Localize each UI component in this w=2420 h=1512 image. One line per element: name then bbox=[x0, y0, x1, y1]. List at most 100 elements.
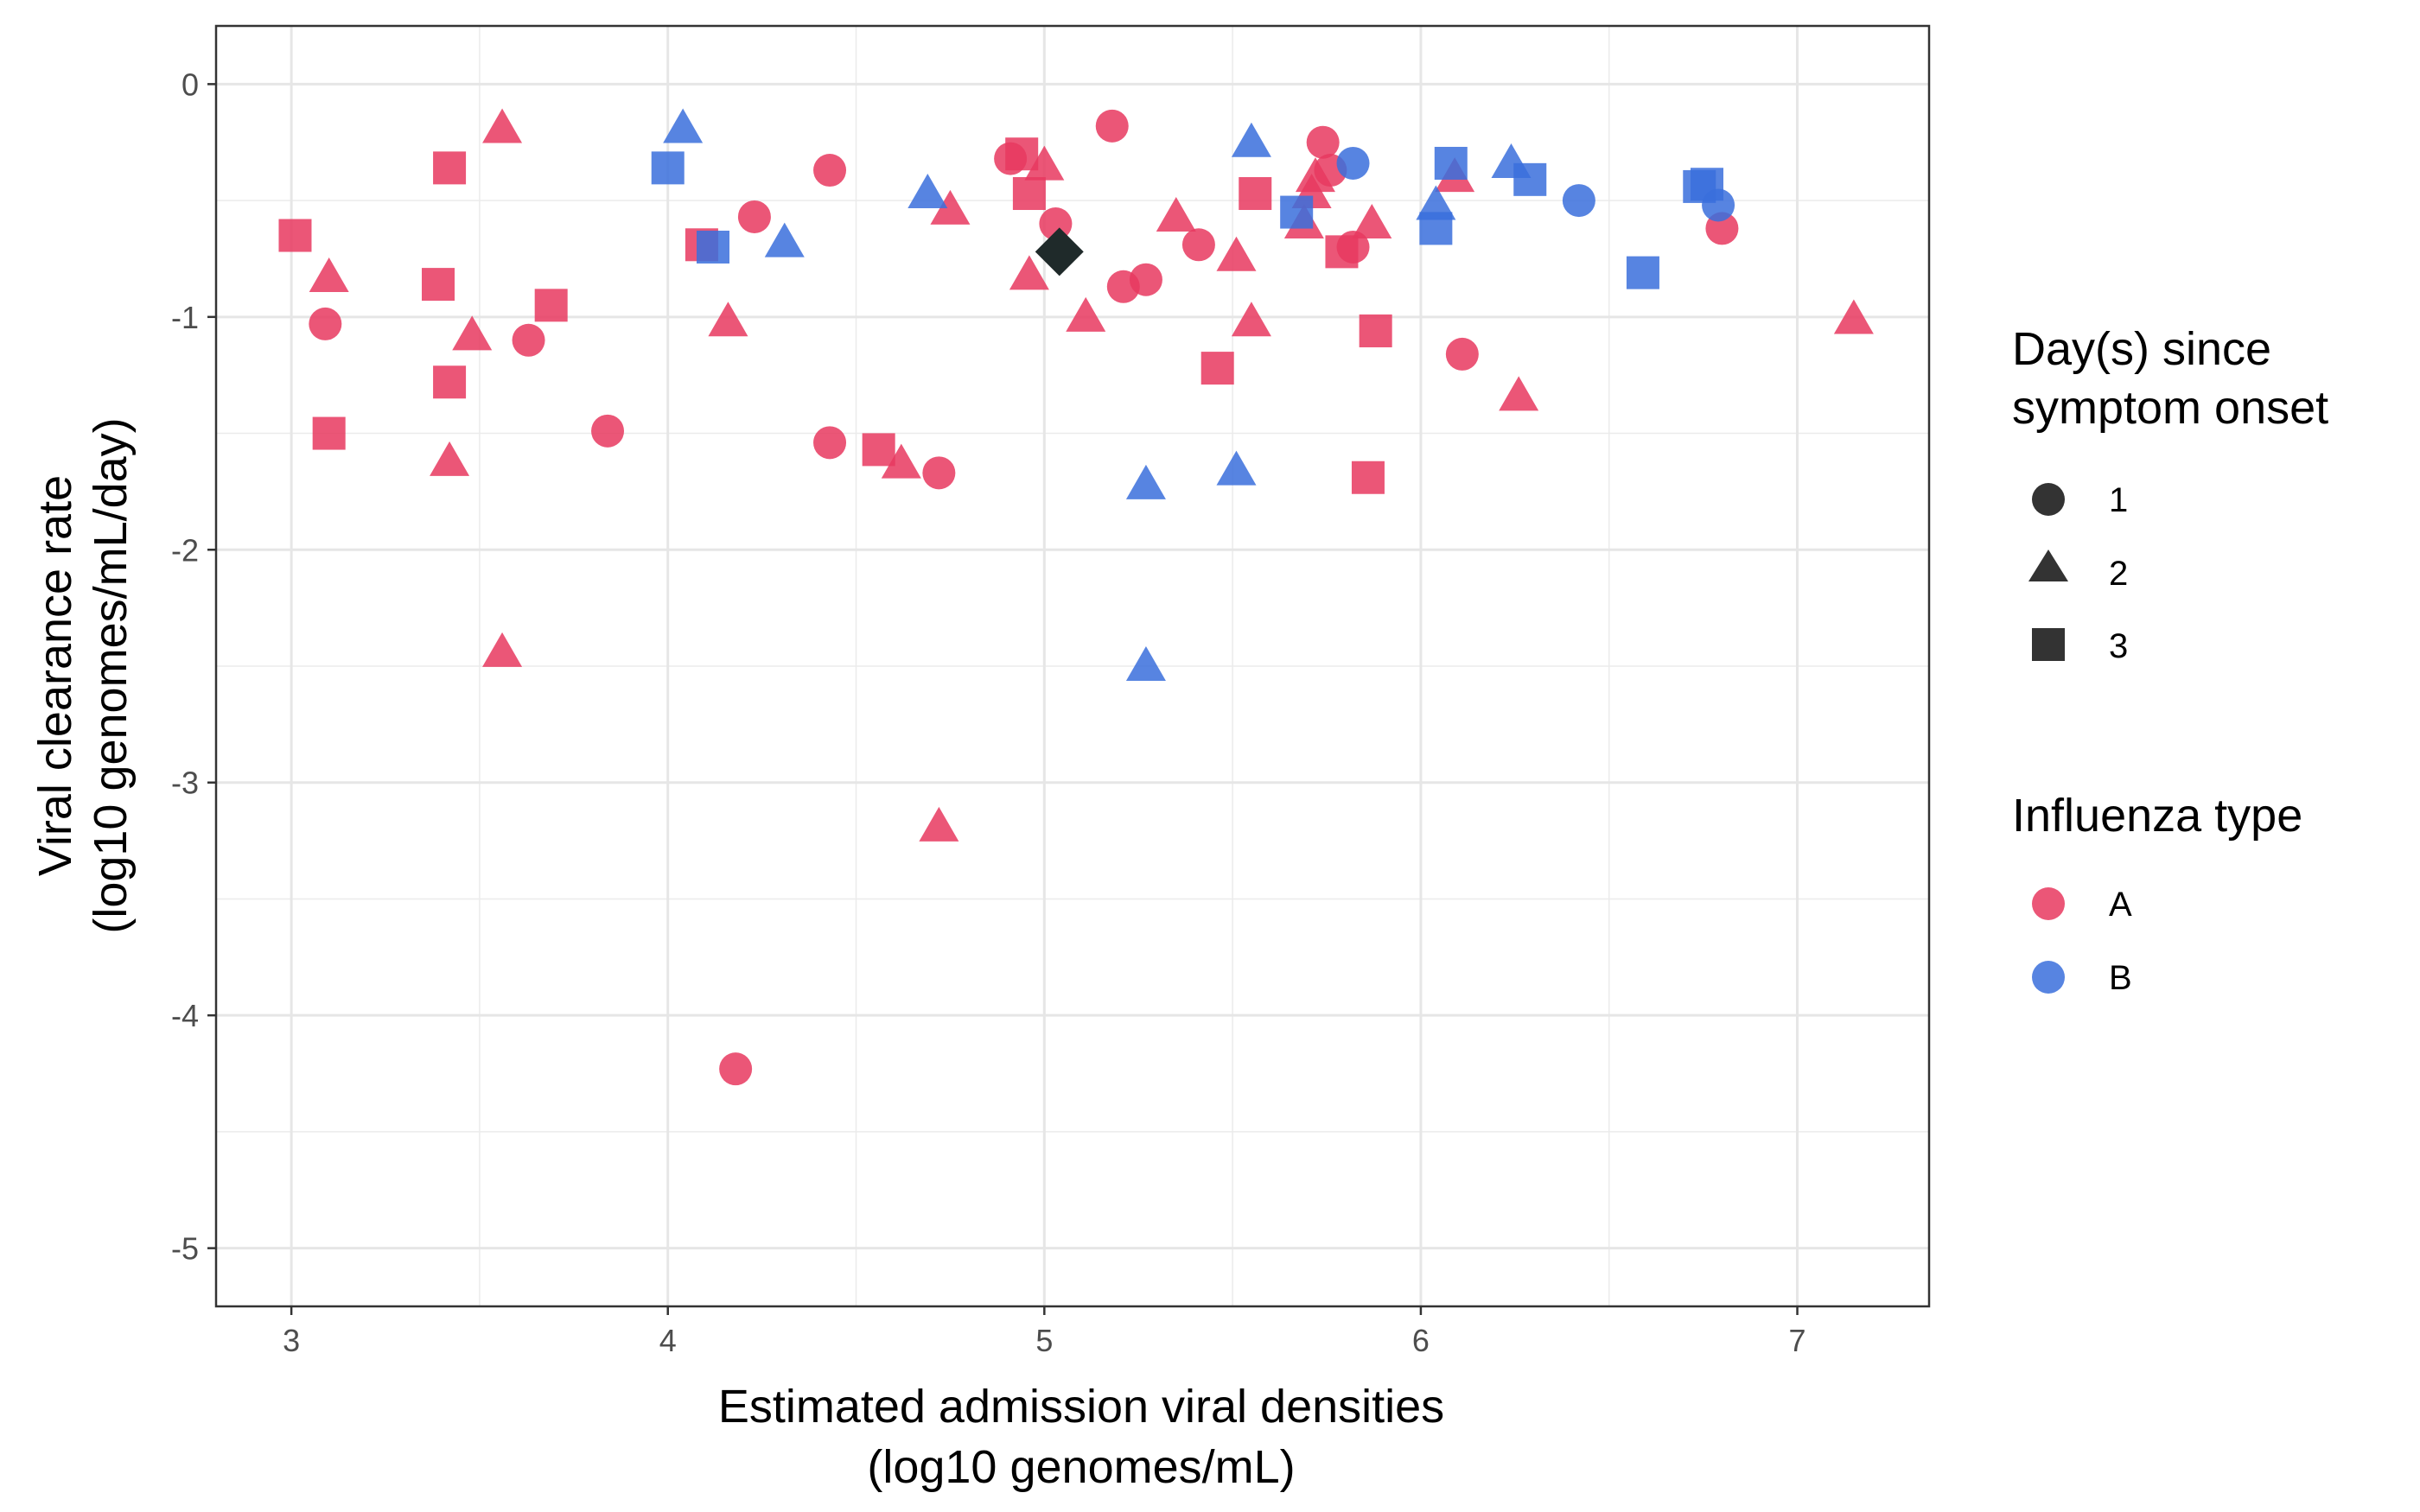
y-tick-label: -2 bbox=[171, 532, 199, 568]
data-point-circle-type-a bbox=[1445, 337, 1479, 371]
data-point-triangle-type-a bbox=[482, 108, 523, 143]
y-tick-label: -3 bbox=[171, 766, 199, 801]
data-point-square-type-b bbox=[696, 230, 729, 264]
data-point-triangle-type-b bbox=[1125, 464, 1166, 499]
data-point-square-type-b bbox=[1513, 162, 1547, 196]
y-tick-label: -4 bbox=[171, 998, 199, 1033]
data-point-square-type-a bbox=[1239, 177, 1272, 211]
shape-legend-label-1: 1 bbox=[2109, 481, 2128, 519]
y-tick-label: -5 bbox=[171, 1231, 199, 1267]
data-point-square-type-a bbox=[312, 416, 346, 450]
data-point-triangle-type-b bbox=[764, 222, 805, 257]
data-point-square-type-a bbox=[1351, 461, 1385, 494]
data-point-circle-type-b bbox=[1336, 146, 1370, 180]
data-point-triangle-type-b bbox=[1416, 185, 1456, 220]
y-axis-title-line1: Viral clearance rate bbox=[29, 475, 81, 876]
x-tick-label: 6 bbox=[1412, 1323, 1430, 1358]
data-point-triangle-type-b bbox=[663, 108, 704, 143]
data-point-triangle-type-a bbox=[482, 632, 523, 667]
x-tick-label: 4 bbox=[659, 1323, 677, 1358]
data-points bbox=[278, 108, 1874, 1086]
data-point-circle-type-a bbox=[737, 200, 771, 233]
data-point-square-type-b bbox=[1434, 146, 1468, 180]
data-point-circle-type-a bbox=[1181, 228, 1215, 262]
data-point-triangle-type-a bbox=[1156, 196, 1196, 232]
data-point-triangle-type-a bbox=[708, 302, 748, 337]
data-point-triangle-type-b bbox=[1125, 646, 1166, 681]
major-gridlines bbox=[216, 26, 1929, 1306]
shape-legend: Day(s) since symptom onset 1 2 3 bbox=[2012, 323, 2328, 665]
y-axis-ticks: 0 -1 -2 -3 -4 -5 bbox=[171, 67, 216, 1267]
data-point-triangle-type-b bbox=[908, 174, 948, 209]
data-point-triangle-type-a bbox=[1231, 302, 1271, 337]
y-axis-title: Viral clearance rate (log10 genomes/mL/d… bbox=[29, 417, 137, 933]
data-point-square-type-b bbox=[1690, 168, 1723, 201]
data-point-square-type-a bbox=[278, 219, 312, 252]
data-point-triangle-type-a bbox=[881, 443, 921, 479]
data-point-triangle-type-a bbox=[452, 315, 493, 351]
data-point-circle-type-a bbox=[922, 456, 956, 490]
data-point-triangle-type-a bbox=[430, 441, 470, 476]
data-point-circle-type-a bbox=[813, 154, 847, 187]
data-point-square-type-b bbox=[1280, 195, 1314, 229]
data-point-triangle-type-a bbox=[309, 257, 349, 293]
shape-legend-label-3: 3 bbox=[2109, 627, 2128, 665]
data-point-square-type-a bbox=[1359, 314, 1392, 347]
data-point-triangle-type-a bbox=[1499, 376, 1539, 411]
color-legend-label-b: B bbox=[2109, 959, 2132, 997]
data-point-square-type-b bbox=[651, 151, 685, 185]
data-point-triangle-type-a bbox=[930, 189, 971, 225]
data-point-triangle-type-a bbox=[1833, 299, 1874, 334]
data-point-triangle-type-a bbox=[919, 806, 959, 842]
data-point-triangle-type-a bbox=[1216, 236, 1257, 271]
x-axis-ticks: 3 4 5 6 7 bbox=[283, 1306, 1806, 1358]
data-point-square-type-a bbox=[1325, 235, 1359, 269]
x-tick-label: 7 bbox=[1789, 1323, 1806, 1358]
data-point-circle-type-a bbox=[719, 1052, 753, 1086]
legend-color-swatch-b bbox=[2032, 961, 2065, 994]
data-point-square-type-a bbox=[1005, 137, 1039, 171]
x-tick-label: 3 bbox=[283, 1323, 300, 1358]
data-point-square-type-a bbox=[433, 365, 467, 399]
data-point-circle-type-b bbox=[1562, 184, 1595, 218]
x-tick-label: 5 bbox=[1035, 1323, 1053, 1358]
plot-panel-border bbox=[214, 24, 1931, 1308]
color-legend-title: Influenza type bbox=[2012, 790, 2302, 842]
shape-legend-title-line1: Day(s) since bbox=[2012, 323, 2271, 375]
data-point-triangle-type-a bbox=[1009, 255, 1049, 290]
data-point-circle-type-a bbox=[591, 414, 625, 448]
data-point-triangle-type-b bbox=[1216, 450, 1257, 486]
shape-legend-title-line2: symptom onset bbox=[2012, 382, 2328, 434]
data-point-circle-type-a bbox=[512, 323, 545, 357]
data-point-triangle-type-a bbox=[1066, 296, 1106, 332]
data-point-square-type-b bbox=[1626, 256, 1659, 289]
color-legend: Influenza type A B bbox=[2012, 790, 2302, 997]
data-point-circle-type-a bbox=[813, 426, 847, 460]
data-point-square-type-a bbox=[862, 433, 895, 467]
data-point-triangle-type-a bbox=[1352, 204, 1392, 239]
data-point-circle-type-a bbox=[309, 307, 342, 340]
data-point-square-type-a bbox=[534, 289, 568, 322]
data-point-square-type-b bbox=[1419, 212, 1453, 245]
data-point-circle-type-a bbox=[1306, 125, 1340, 159]
data-point-triangle-type-a bbox=[1024, 145, 1065, 181]
shape-legend-label-2: 2 bbox=[2109, 555, 2128, 593]
data-point-circle-type-a bbox=[1095, 109, 1129, 143]
color-legend-label-a: A bbox=[2109, 886, 2132, 924]
data-point-triangle-type-b bbox=[1231, 122, 1271, 157]
data-point-circle-type-a bbox=[1129, 263, 1162, 296]
x-axis-title-line1: Estimated admission viral densities bbox=[718, 1381, 1444, 1433]
data-point-square-type-a bbox=[433, 151, 467, 185]
data-point-square-type-a bbox=[422, 268, 455, 302]
reference-point-diamond bbox=[1035, 227, 1084, 276]
legend-triangle-icon bbox=[2028, 550, 2068, 581]
legend-square-icon bbox=[2032, 628, 2065, 661]
y-tick-label: 0 bbox=[182, 67, 199, 102]
data-point-triangle-type-a bbox=[1295, 157, 1335, 193]
data-point-square-type-a bbox=[1012, 177, 1046, 211]
y-tick-label: -1 bbox=[171, 300, 199, 335]
x-axis-title-line2: (log10 genomes/mL) bbox=[867, 1441, 1295, 1493]
y-axis-title-line2: (log10 genomes/mL/day) bbox=[85, 417, 137, 933]
